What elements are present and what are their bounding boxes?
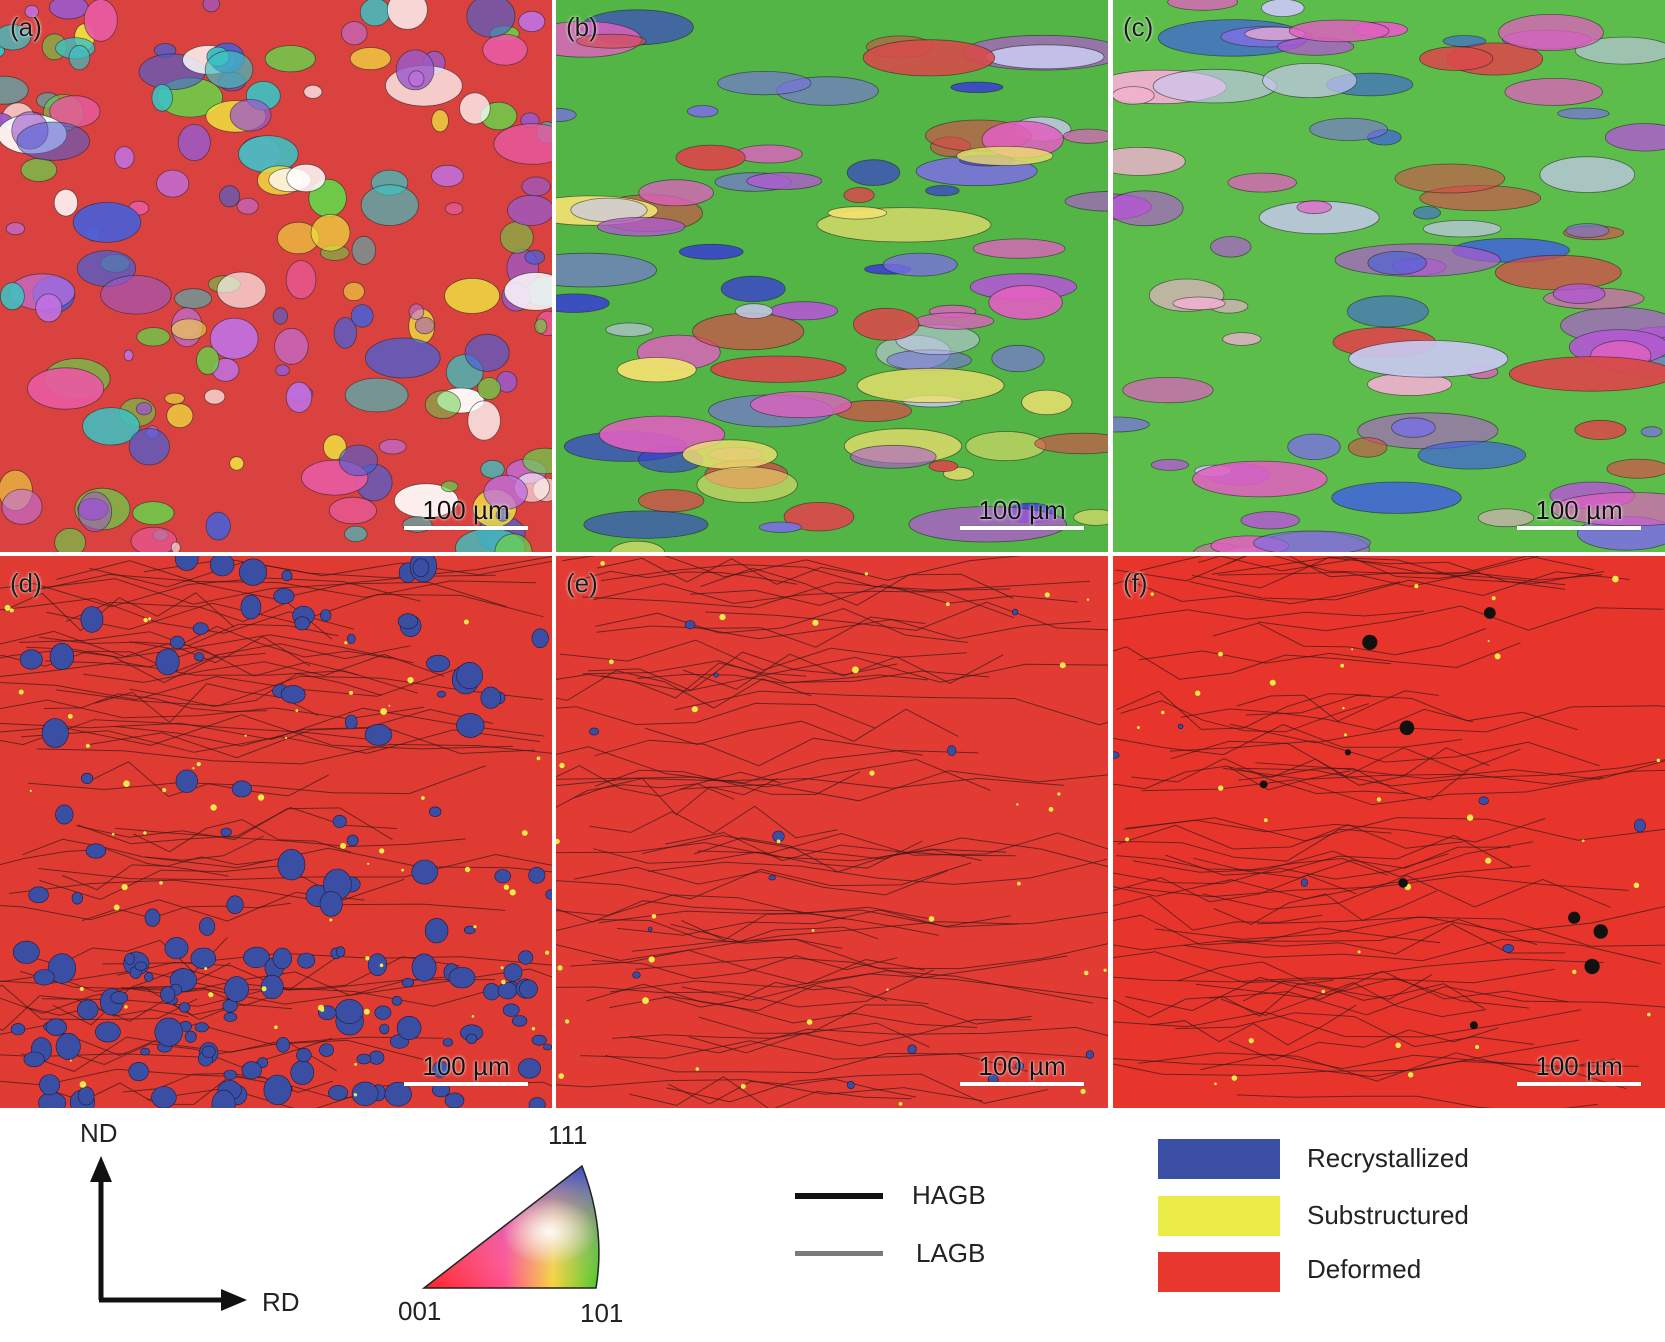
substructured-swatch — [1158, 1196, 1280, 1236]
axes-arrows — [90, 1156, 247, 1311]
scale-bar: 100 µm — [1517, 496, 1641, 530]
ipf-map-a: (a) 100 µm — [0, 0, 552, 552]
grain-state-map-image — [1113, 556, 1665, 1108]
grain-state-map-image — [0, 556, 552, 1108]
scale-bar-label: 100 µm — [422, 495, 510, 525]
scale-bar: 100 µm — [404, 496, 528, 530]
scale-bar: 100 µm — [960, 496, 1084, 530]
lagb-label: LAGB — [916, 1238, 986, 1268]
grain-state-map-e: (e) 100 µm — [556, 556, 1108, 1108]
hagb-label: HAGB — [912, 1180, 986, 1210]
ipf-label-001: 001 — [398, 1296, 442, 1326]
panel-label: (c) — [1123, 12, 1154, 42]
ipf-label-101: 101 — [580, 1298, 624, 1328]
axis-label-nd: ND — [80, 1118, 118, 1148]
panel-label: (f) — [1123, 568, 1148, 598]
scale-bar-line — [404, 1082, 528, 1086]
panel-label: (b) — [566, 12, 598, 42]
substructured-label: Substructured — [1307, 1200, 1469, 1230]
grain-state-map-image — [556, 556, 1108, 1108]
ipf-color-key-triangle — [421, 1164, 600, 1289]
panel-label: (d) — [10, 568, 42, 598]
ipf-map-image — [556, 0, 1108, 552]
grain-state-map-f: (f) 100 µm — [1113, 556, 1665, 1108]
ipf-label-111: 111 — [548, 1120, 588, 1150]
axis-label-rd: RD — [262, 1287, 300, 1317]
scale-bar-line — [1517, 1082, 1641, 1086]
scale-bar-line — [404, 526, 528, 530]
recrystallized-label: Recrystallized — [1307, 1143, 1469, 1173]
scale-bar-line — [1517, 526, 1641, 530]
grain-state-map-d: (d) 100 µm — [0, 556, 552, 1108]
scale-bar-label: 100 µm — [978, 1051, 1066, 1081]
deformed-label: Deformed — [1307, 1254, 1422, 1284]
ipf-map-image — [1113, 0, 1665, 552]
lagb-line-swatch — [795, 1251, 883, 1256]
ipf-map-b: (b) 100 µm — [556, 0, 1108, 552]
panel-label: (a) — [10, 12, 42, 42]
recrystallized-swatch — [1158, 1139, 1280, 1179]
scale-bar: 100 µm — [404, 1052, 528, 1086]
scale-bar-label: 100 µm — [1535, 495, 1623, 525]
hagb-line-swatch — [795, 1193, 883, 1199]
scale-bar-line — [960, 526, 1084, 530]
scale-bar-label: 100 µm — [1535, 1051, 1623, 1081]
scale-bar-label: 100 µm — [422, 1051, 510, 1081]
scale-bar-line — [960, 1082, 1084, 1086]
scale-bar: 100 µm — [960, 1052, 1084, 1086]
ipf-map-c: (c) 100 µm — [1113, 0, 1665, 552]
scale-bar: 100 µm — [1517, 1052, 1641, 1086]
ipf-map-image — [0, 0, 552, 552]
deformed-swatch — [1158, 1252, 1280, 1292]
scale-bar-label: 100 µm — [978, 495, 1066, 525]
panel-label: (e) — [566, 568, 598, 598]
